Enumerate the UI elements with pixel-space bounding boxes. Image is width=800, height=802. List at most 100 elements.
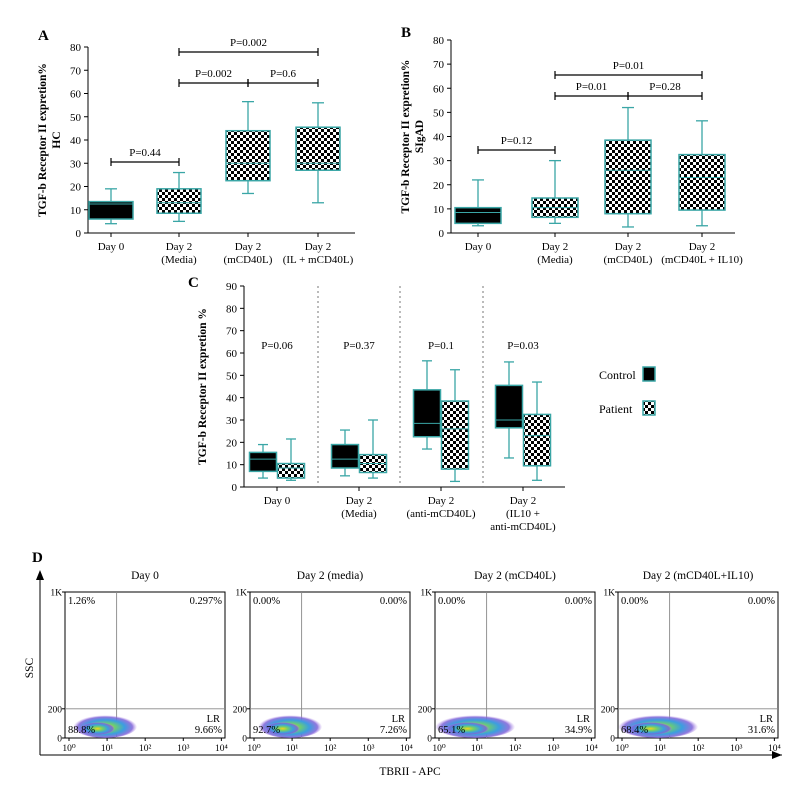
box: [454, 206, 502, 225]
x-tick-label: Day 2: [428, 495, 455, 507]
quadrant-ll: 92.7%: [253, 725, 280, 736]
panel-c: C TGF-b Receptor II expretion % 0 10 20 30 40 5…: [188, 275, 656, 533]
box-control: [248, 451, 278, 473]
y-axis-label-sub: SIgAD: [414, 120, 426, 153]
p-value-label: P=0.002: [195, 68, 232, 80]
p-value-label: P=0.06: [261, 340, 293, 352]
y-tick-label: 0: [610, 735, 615, 745]
box: [156, 188, 202, 214]
y-tick-label: 1K: [420, 589, 432, 599]
y-tick-label: 1K: [235, 589, 247, 599]
panel-label: D: [32, 550, 43, 566]
quadrant-ll: 68.4%: [621, 725, 648, 736]
y-tick-label: 90: [226, 281, 238, 293]
y-tick-label: 60: [70, 89, 82, 101]
legend-label-patient: Patient: [599, 402, 633, 416]
x-tick-label: (IL10 +: [506, 508, 540, 520]
y-tick-label: 30: [433, 156, 445, 168]
legend-swatch-patient: [642, 400, 656, 416]
y-tick-label: 50: [433, 107, 445, 119]
x-tick-label: 10²: [692, 744, 705, 754]
panel-b: B TGF-b Receptor II expretion% SIgAD 0 10 20 3…: [400, 25, 743, 266]
quadrant-lr-label: LR: [760, 714, 773, 725]
density-core: [264, 721, 301, 735]
y-tick-label: 10: [226, 460, 238, 472]
x-tick-label: Day 0: [264, 495, 291, 507]
box: [295, 126, 341, 171]
y-tick-label: 0: [439, 228, 445, 240]
quadrant-ll: 65.1%: [438, 725, 465, 736]
plot-frame: [249, 591, 411, 739]
y-tick-label: 80: [226, 303, 238, 315]
y-axis-label: TGF-b Receptor II expretion %: [197, 308, 209, 465]
legend-label-control: Control: [599, 368, 636, 382]
x-tick-label: (Media): [537, 254, 573, 266]
panel-a: A TGF-b Receptor II expretion% HC 0 10 20 30 40…: [37, 28, 355, 266]
y-tick-label: 50: [226, 370, 238, 382]
x-tick-label: 10¹: [101, 744, 114, 754]
x-tick-label: 10²: [324, 744, 337, 754]
quadrant-lr: 34.9%: [565, 725, 592, 736]
p-value-label: P=0.12: [501, 135, 533, 147]
box-control: [412, 389, 442, 438]
x-tick-label: Day 2: [166, 241, 193, 253]
x-tick-label: Day 0: [465, 241, 492, 253]
x-tick-label: (anti-mCD40L): [406, 508, 475, 520]
x-tick-label: 10¹: [654, 744, 667, 754]
y-tick-label: 200: [418, 705, 433, 715]
x-tick-label: 10⁰: [247, 744, 261, 754]
y-tick-label: 10: [433, 204, 445, 216]
plot-title: Day 0: [131, 570, 159, 582]
y-axis-label: TGF-b Receptor II expretion%: [400, 60, 412, 214]
y-tick-label: 0: [232, 482, 238, 494]
box-patient: [522, 413, 552, 467]
x-tick-label: (IL + mCD40L): [283, 254, 354, 266]
y-tick-label: 0: [76, 228, 82, 240]
x-tick-label: (mCD40L): [604, 254, 653, 266]
quadrant-lr-label: LR: [392, 714, 405, 725]
quadrant-lr: 31.6%: [748, 725, 775, 736]
x-tick-label: Day 2: [542, 241, 569, 253]
quadrant-lr: 7.26%: [380, 725, 407, 736]
quadrant-ul: 0.00%: [438, 596, 465, 607]
p-value-label: P=0.37: [343, 340, 375, 352]
x-tick-label: Day 2: [615, 241, 642, 253]
y-tick-label: 0: [427, 735, 432, 745]
y-tick-label: 200: [233, 705, 248, 715]
plot-frame: [434, 591, 596, 739]
p-value-label: P=0.01: [613, 60, 645, 72]
y-tick-label: 200: [601, 705, 616, 715]
p-value-label: P=0.03: [507, 340, 539, 352]
density-core: [628, 721, 673, 735]
x-tick-label: (Media): [161, 254, 197, 266]
y-axis-label-sub: HC: [51, 131, 63, 148]
x-tick-label: Day 2: [346, 495, 373, 507]
plot-title: Day 2 (mCD40L+IL10): [643, 570, 754, 582]
y-tick-label: 30: [70, 158, 82, 170]
y-tick-label: 30: [226, 415, 238, 427]
x-tick-label: 10⁰: [62, 744, 76, 754]
x-axis-arrow: [772, 751, 782, 759]
x-tick-label: Day 2: [689, 241, 716, 253]
panel-label: A: [38, 28, 49, 44]
y-tick-label: 50: [70, 112, 82, 124]
box-patient: [440, 400, 470, 470]
quadrant-ur: 0.00%: [748, 596, 775, 607]
x-tick-label: Day 2: [235, 241, 262, 253]
quadrant-ur: 0.297%: [190, 596, 223, 607]
density-core: [445, 721, 490, 735]
y-tick-label: 40: [70, 135, 82, 147]
y-tick-label: 40: [226, 393, 238, 405]
x-tick-label: 10¹: [471, 744, 484, 754]
y-axis-label: SSC: [24, 657, 36, 678]
x-tick-label: 10⁰: [615, 744, 629, 754]
x-tick-label: 10⁴: [215, 744, 229, 754]
box: [604, 139, 652, 215]
x-tick-label: anti-mCD40L): [490, 521, 556, 533]
x-tick-label: 10⁴: [400, 744, 414, 754]
x-tick-label: 10³: [730, 744, 743, 754]
